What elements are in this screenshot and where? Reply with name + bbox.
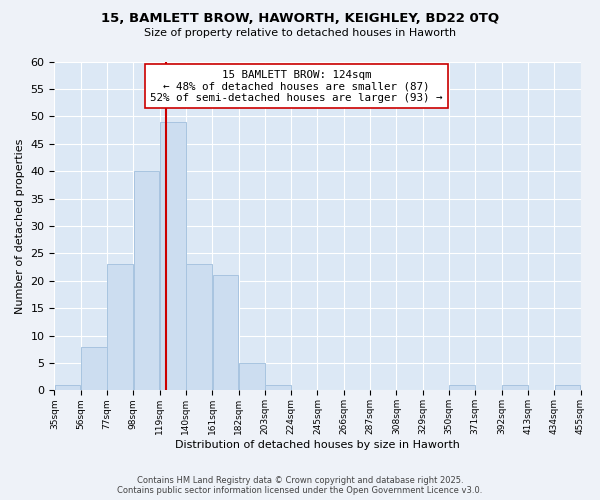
- Bar: [449, 385, 475, 390]
- Bar: [81, 346, 107, 391]
- Bar: [107, 264, 133, 390]
- Bar: [502, 385, 527, 390]
- Text: Contains HM Land Registry data © Crown copyright and database right 2025.
Contai: Contains HM Land Registry data © Crown c…: [118, 476, 482, 495]
- Text: 15, BAMLETT BROW, HAWORTH, KEIGHLEY, BD22 0TQ: 15, BAMLETT BROW, HAWORTH, KEIGHLEY, BD2…: [101, 12, 499, 26]
- Bar: [212, 276, 238, 390]
- Bar: [160, 122, 185, 390]
- X-axis label: Distribution of detached houses by size in Haworth: Distribution of detached houses by size …: [175, 440, 460, 450]
- Bar: [265, 385, 291, 390]
- Text: 15 BAMLETT BROW: 124sqm
← 48% of detached houses are smaller (87)
52% of semi-de: 15 BAMLETT BROW: 124sqm ← 48% of detache…: [150, 70, 443, 103]
- Bar: [134, 171, 160, 390]
- Bar: [55, 385, 80, 390]
- Text: Size of property relative to detached houses in Haworth: Size of property relative to detached ho…: [144, 28, 456, 38]
- Y-axis label: Number of detached properties: Number of detached properties: [15, 138, 25, 314]
- Bar: [554, 385, 580, 390]
- Bar: [186, 264, 212, 390]
- Bar: [239, 363, 265, 390]
